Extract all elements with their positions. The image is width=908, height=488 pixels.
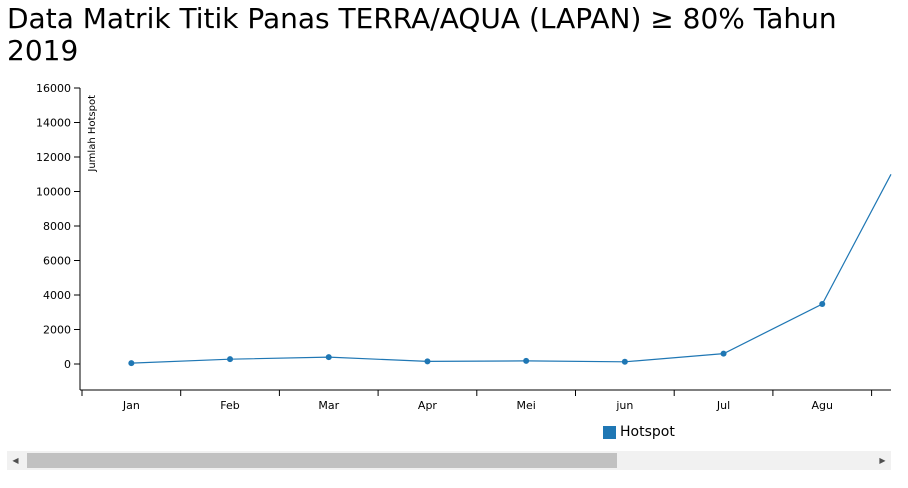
x-tick-label: Jan: [122, 399, 140, 412]
series-line: [131, 174, 892, 364]
legend: Hotspot: [603, 424, 675, 440]
scroll-left-arrow-icon[interactable]: ◀: [12, 456, 19, 465]
horizontal-scrollbar[interactable]: ◀ ▶: [7, 451, 891, 470]
x-tick-label: Mar: [318, 399, 339, 412]
scrollbar-thumb[interactable]: [27, 453, 617, 468]
y-tick-label: 4000: [43, 289, 71, 302]
data-point: [720, 350, 727, 357]
y-tick-label: 14000: [36, 117, 71, 130]
y-tick-label: 10000: [36, 186, 71, 199]
data-point: [128, 360, 135, 367]
legend-label-hotspot: Hotspot: [620, 424, 675, 440]
x-tick-label: Apr: [418, 399, 438, 412]
data-point: [424, 358, 431, 365]
x-axis: Jan Feb Mar Apr Mei jun Jul Agu: [80, 389, 891, 412]
x-tick-label: Feb: [220, 399, 239, 412]
y-tick-label: 8000: [43, 220, 71, 233]
y-tick-label: 16000: [36, 82, 71, 95]
y-tick-label: 0: [64, 358, 71, 371]
x-tick-label: jun: [615, 399, 633, 412]
data-point: [621, 358, 628, 365]
y-tick-label: 12000: [36, 151, 71, 164]
y-tick-label: 6000: [43, 255, 71, 268]
data-point: [325, 354, 332, 361]
y-tick-label: 2000: [43, 324, 71, 337]
data-point: [819, 300, 826, 307]
scroll-right-arrow-icon[interactable]: ▶: [879, 456, 886, 465]
chart-title: Data Matrik Titik Panas TERRA/AQUA (LAPA…: [7, 2, 837, 67]
y-axis: 0 2000 4000 6000 8000 10000 12000 14000 16000: [36, 82, 81, 390]
x-tick-label: Agu: [812, 399, 833, 412]
x-tick-label: Mei: [516, 399, 535, 412]
x-tick-label: Jul: [716, 399, 730, 412]
series-hotspot: [128, 174, 892, 367]
y-axis-label: Jumlah Hotspot: [87, 95, 98, 173]
data-point: [523, 357, 530, 364]
legend-swatch: [603, 425, 616, 439]
data-point: [227, 356, 234, 363]
